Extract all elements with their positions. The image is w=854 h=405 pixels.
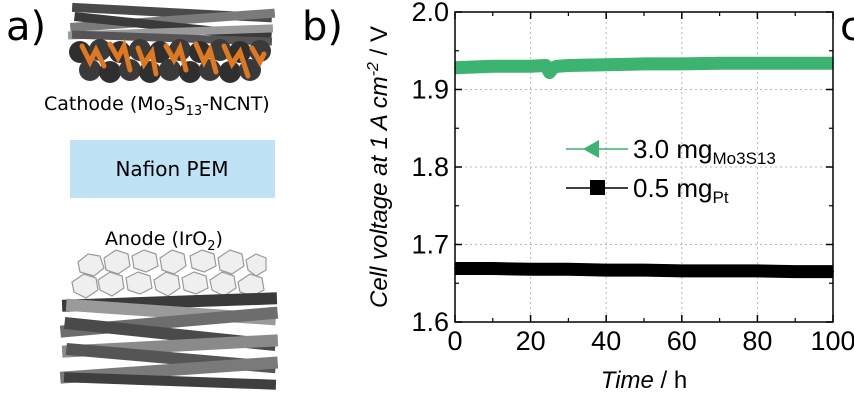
data-point-2 [491,267,494,270]
data-point-2 [643,269,645,272]
legend-label-2: 0.5 mgPt [633,173,729,207]
membrane-label: Nafion PEM [115,157,228,181]
data-point-1 [794,62,797,65]
data-point-1 [544,64,547,67]
legend-marker-square [590,180,605,195]
data-point-1 [529,65,532,68]
data-point-1 [718,62,721,65]
cathode-label: Cathode (Mo3S13-NCNT) [44,93,270,119]
cathode-cnt-bundle [67,2,276,46]
panel-b-letter: b) [302,4,343,50]
anode-label: Anode (IrO2) [105,228,223,254]
x-tick-label: 40 [591,326,621,356]
y-tick-label: 2.0 [411,0,449,27]
y-tick-label: 1.7 [411,230,449,260]
x-tick-label: 60 [667,326,697,356]
data-point-1 [605,63,608,66]
membrane-schematic: Nafion PEM [70,140,275,198]
data-point-1 [548,71,551,74]
data-point-1 [556,65,559,68]
x-tick-label: 100 [810,326,854,356]
nafion-membrane [70,140,275,198]
voltage-chart: 0 20 40 60 80 100 1.6 1.7 1.8 1.9 2.0 3.0 mgMo3S13… [365,0,854,394]
chart-ticks [454,11,834,323]
data-point-2 [680,269,683,272]
y-tick-label: 1.8 [411,152,449,182]
x-tick-label: 20 [516,326,546,356]
y-axis-title: Cell voltage at 1 A cm-2 / V [365,26,393,308]
data-point-1 [510,65,513,68]
x-tick-label: 80 [742,326,772,356]
cathode-schematic: Cathode (Mo3S13-NCNT) [44,2,276,119]
legend-marker-triangle [583,140,599,158]
anode-schematic: Anode (IrO2) [59,228,279,390]
data-point-2 [794,270,797,273]
data-point-2 [567,268,570,271]
y-tick-label: 1.9 [411,75,449,105]
data-point-1 [756,62,759,65]
cathode-mos-particles [79,38,267,79]
data-point-1 [567,64,570,67]
chart-tick-labels: 0 20 40 60 80 100 1.6 1.7 1.8 1.9 2.0 [411,0,854,356]
anode-cnt-bundle [59,292,279,390]
data-point-1 [680,62,683,65]
x-axis-title: Time / h [601,367,687,394]
data-point-1 [472,66,475,69]
data-point-1 [643,62,645,65]
data-point-2 [718,269,721,272]
panel-c-letter-cut: c [840,4,854,50]
data-point-1 [491,65,494,68]
y-tick-label: 1.6 [411,307,449,337]
data-point-1 [552,66,555,69]
data-point-2 [756,269,759,272]
x-tick-label: 0 [447,326,462,356]
chart-legend: 3.0 mgMo3S13 0.5 mgPt [566,134,776,207]
anode-iro2-particles [71,249,267,299]
panel-a-letter: a) [6,4,46,50]
data-point-2 [605,269,608,272]
data-point-2 [529,268,532,271]
legend-label-1: 3.0 mgMo3S13 [633,134,776,168]
